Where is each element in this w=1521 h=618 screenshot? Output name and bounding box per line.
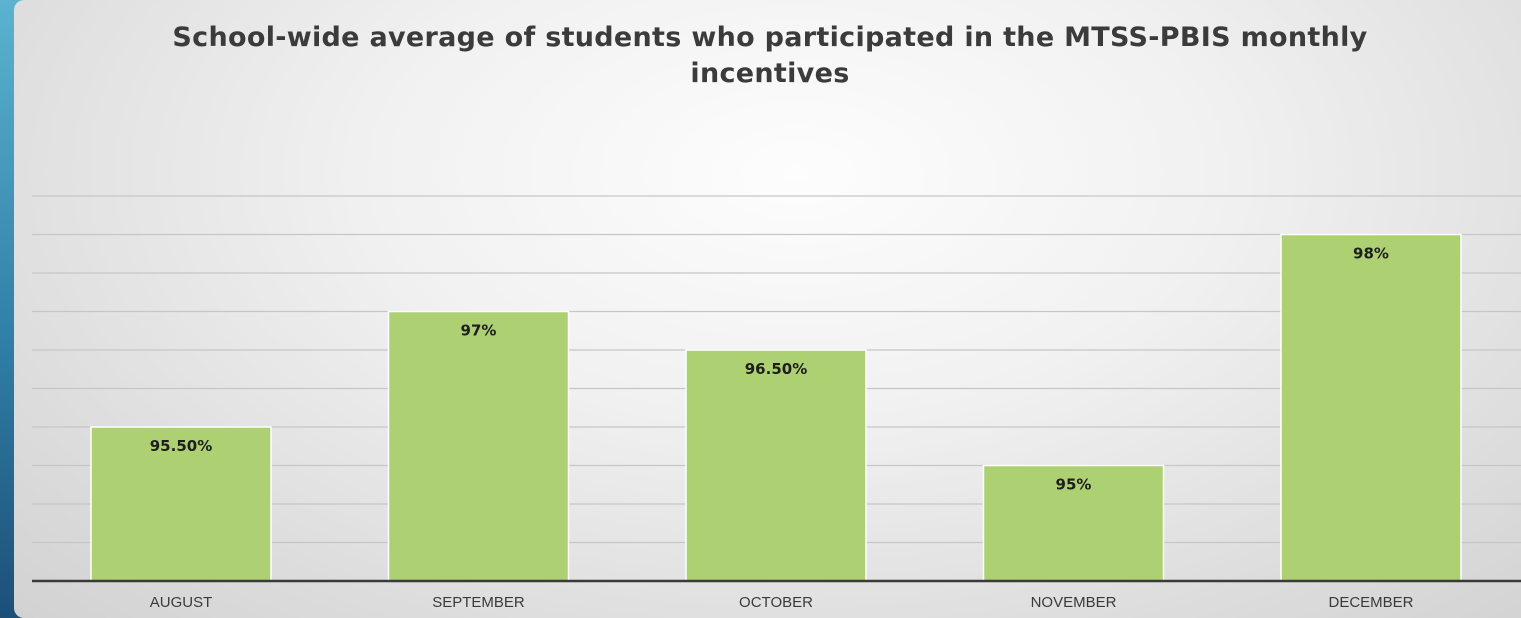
bar-september: [387, 310, 570, 582]
x-tick-label: DECEMBER: [1328, 594, 1413, 611]
data-labels: 95.50% 97% 96.50% 95% 98%: [150, 245, 1389, 494]
x-tick-label: SEPTEMBER: [432, 594, 525, 611]
bars: [90, 233, 1462, 582]
data-label: 95%: [1056, 476, 1092, 494]
data-label: 96.50%: [745, 360, 807, 378]
category-tick-labels: AUGUST SEPTEMBER OCTOBER NOVEMBER DECEMBER: [150, 594, 1414, 611]
data-label: 97%: [461, 322, 497, 340]
x-tick-label: OCTOBER: [739, 594, 813, 611]
x-tick-label: NOVEMBER: [1031, 594, 1117, 611]
data-label: 95.50%: [150, 437, 212, 455]
chart-title: School-wide average of students who part…: [172, 22, 1368, 89]
bar-december: [1280, 233, 1462, 582]
data-label: 98%: [1353, 245, 1389, 263]
bar-october: [685, 349, 867, 582]
x-tick-label: AUGUST: [150, 594, 213, 611]
